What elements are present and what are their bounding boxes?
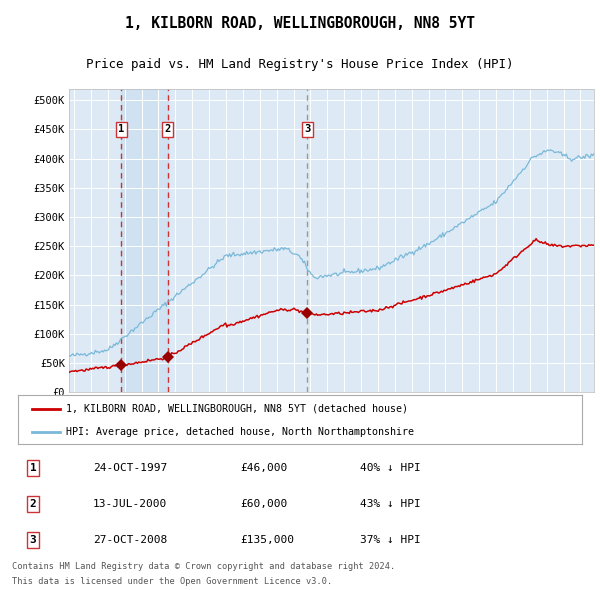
Text: 1: 1 bbox=[29, 463, 37, 473]
Text: 24-OCT-1997: 24-OCT-1997 bbox=[93, 463, 167, 473]
Text: 2: 2 bbox=[29, 499, 37, 509]
Text: 13-JUL-2000: 13-JUL-2000 bbox=[93, 499, 167, 509]
Text: 27-OCT-2008: 27-OCT-2008 bbox=[93, 535, 167, 545]
Text: 40% ↓ HPI: 40% ↓ HPI bbox=[360, 463, 421, 473]
Text: £60,000: £60,000 bbox=[240, 499, 287, 509]
Bar bbox=[121, 88, 167, 392]
Text: Price paid vs. HM Land Registry's House Price Index (HPI): Price paid vs. HM Land Registry's House … bbox=[86, 58, 514, 71]
Text: 1, KILBORN ROAD, WELLINGBOROUGH, NN8 5YT: 1, KILBORN ROAD, WELLINGBOROUGH, NN8 5YT bbox=[125, 17, 475, 31]
Text: 3: 3 bbox=[304, 124, 310, 135]
Text: HPI: Average price, detached house, North Northamptonshire: HPI: Average price, detached house, Nort… bbox=[66, 427, 414, 437]
Text: Contains HM Land Registry data © Crown copyright and database right 2024.: Contains HM Land Registry data © Crown c… bbox=[12, 562, 395, 571]
Text: 2: 2 bbox=[164, 124, 171, 135]
Text: 1: 1 bbox=[118, 124, 125, 135]
Text: 43% ↓ HPI: 43% ↓ HPI bbox=[360, 499, 421, 509]
Text: 37% ↓ HPI: 37% ↓ HPI bbox=[360, 535, 421, 545]
Text: This data is licensed under the Open Government Licence v3.0.: This data is licensed under the Open Gov… bbox=[12, 578, 332, 586]
Text: 3: 3 bbox=[29, 535, 37, 545]
Text: 1, KILBORN ROAD, WELLINGBOROUGH, NN8 5YT (detached house): 1, KILBORN ROAD, WELLINGBOROUGH, NN8 5YT… bbox=[66, 404, 408, 414]
Text: £46,000: £46,000 bbox=[240, 463, 287, 473]
Text: £135,000: £135,000 bbox=[240, 535, 294, 545]
